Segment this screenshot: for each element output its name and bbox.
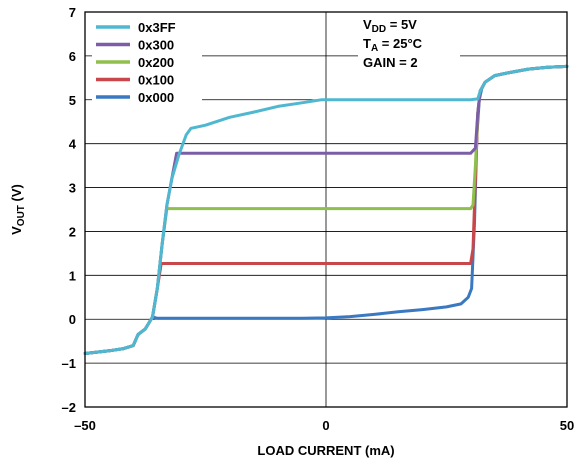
x-axis-title: LOAD CURRENT (mA) <box>257 443 394 458</box>
x-tick-label: 0 <box>322 418 329 433</box>
y-tick-label: –1 <box>62 356 76 371</box>
series-line-0x3ff <box>83 64 569 355</box>
y-tick-label: 7 <box>69 5 76 20</box>
legend: 0x3FF 0x300 0x200 0x100 0x000 <box>92 16 202 108</box>
y-tick-label: 0 <box>69 312 76 327</box>
legend-label: 0x000 <box>138 90 174 105</box>
legend-label: 0x100 <box>138 73 174 88</box>
y-axis-title-main: V <box>9 226 24 235</box>
plot-frame <box>84 11 568 408</box>
y-tick-label: –2 <box>62 400 76 415</box>
x-tick-label: 50 <box>560 418 574 433</box>
y-tick-label: 2 <box>69 224 76 239</box>
x-tick-label: –50 <box>74 418 96 433</box>
condition-line: TA = 25°C <box>363 36 423 54</box>
y-tick-label: 5 <box>69 93 76 108</box>
series-lines <box>83 64 569 355</box>
conditions-background <box>358 16 460 74</box>
y-tick-label: 3 <box>69 181 76 196</box>
y-axis-title: VOUT (V) <box>9 184 27 235</box>
legend-label: 0x3FF <box>138 20 176 35</box>
legend-label: 0x300 <box>138 38 174 53</box>
y-axis-title-unit: (V) <box>9 184 24 205</box>
y-tick-label: 4 <box>69 137 77 152</box>
y-tick-label: 6 <box>69 49 76 64</box>
condition-line: GAIN = 2 <box>363 55 418 70</box>
legend-label: 0x200 <box>138 55 174 70</box>
condition-line: VDD = 5V <box>363 17 417 35</box>
y-tick-label: 1 <box>69 268 76 283</box>
tick-labels: –2 –1 0 1 2 3 4 5 6 7 –50 0 50 <box>62 5 575 433</box>
y-axis-title-sub: OUT <box>16 205 27 226</box>
